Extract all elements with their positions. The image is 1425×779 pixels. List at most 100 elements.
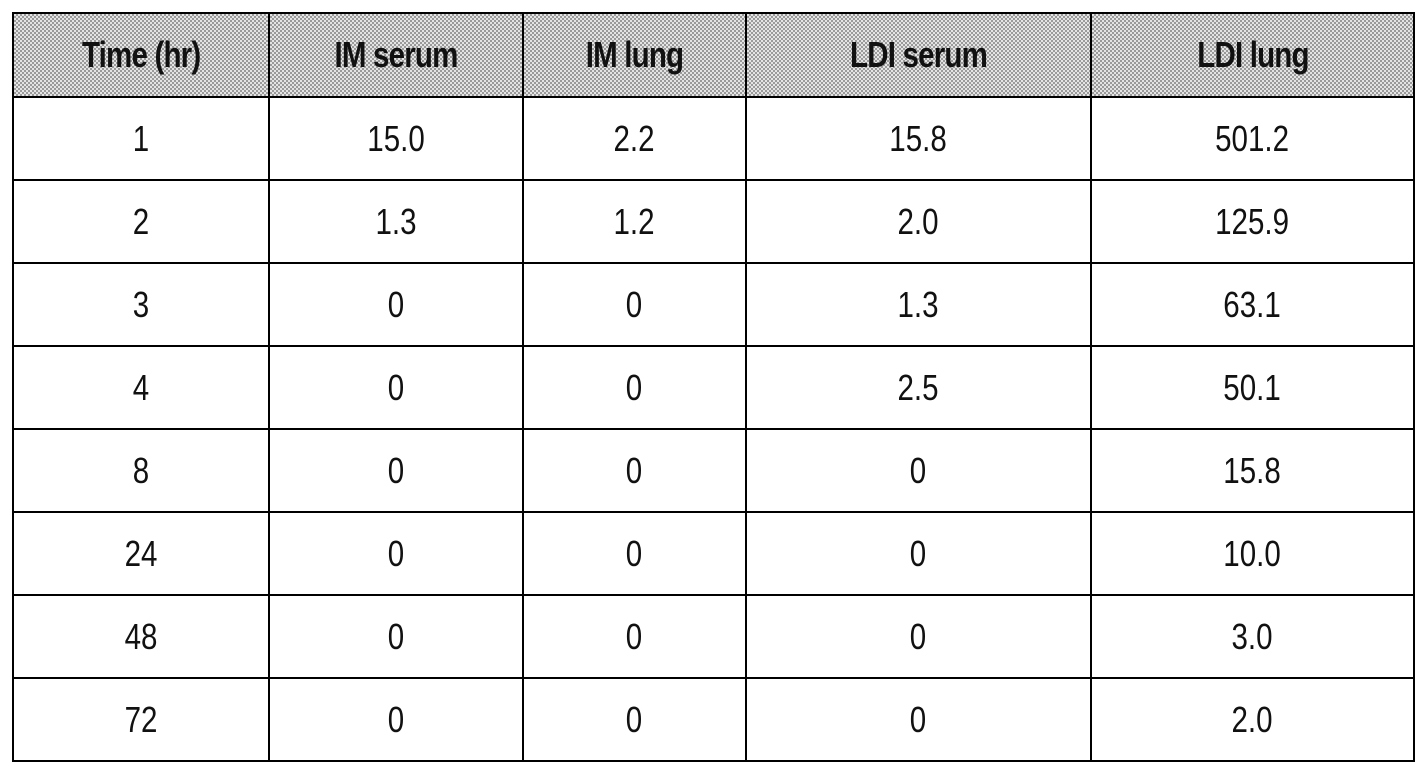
table-cell: 0 [269, 346, 523, 429]
table-cell-text: 2.2 [614, 118, 655, 160]
table-cell-text: 63.1 [1224, 284, 1281, 326]
table-row: 48 0 0 0 3.0 [13, 595, 1414, 678]
table-cell-text: 0 [388, 533, 404, 575]
table-cell: 72 [13, 678, 269, 761]
table-cell: 2.5 [746, 346, 1091, 429]
table-cell: 0 [746, 512, 1091, 595]
table-cell-text: 0 [626, 699, 642, 741]
header-cell-text: Time (hr) [82, 34, 200, 76]
header-cell-text: LDI serum [850, 34, 987, 76]
data-table: Time (hr) IM serum IM lung LDI serum LDI lun… [12, 12, 1415, 762]
table-cell: 0 [269, 595, 523, 678]
table-cell-text: 2 [133, 201, 149, 243]
table-cell-text: 72 [125, 699, 158, 741]
table-cell: 0 [269, 678, 523, 761]
table-cell-text: 0 [388, 699, 404, 741]
table-cell-text: 0 [910, 616, 926, 658]
header-cell-text: LDI lung [1197, 34, 1308, 76]
table-cell-text: 2.0 [1232, 699, 1273, 741]
table-cell-text: 15.0 [367, 118, 424, 160]
table-cell-text: 1 [133, 118, 149, 160]
header-row: Time (hr) IM serum IM lung LDI serum LDI lun… [13, 13, 1414, 97]
table-cell: 3.0 [1091, 595, 1414, 678]
table-row: 8 0 0 0 15.8 [13, 429, 1414, 512]
table-cell-text: 1.2 [614, 201, 655, 243]
header-cell: LDI lung [1091, 13, 1414, 97]
table-cell-text: 1.3 [898, 284, 939, 326]
table-cell-text: 501.2 [1216, 118, 1290, 160]
table-cell: 2 [13, 180, 269, 263]
table-cell: 1 [13, 97, 269, 180]
table-row: 24 0 0 0 10.0 [13, 512, 1414, 595]
table-cell-text: 48 [125, 616, 158, 658]
table-cell: 0 [523, 678, 746, 761]
table-cell: 15.8 [746, 97, 1091, 180]
table-cell: 0 [523, 429, 746, 512]
table-row: 72 0 0 0 2.0 [13, 678, 1414, 761]
table-cell-text: 0 [626, 284, 642, 326]
table-cell-text: 0 [626, 450, 642, 492]
table-cell: 50.1 [1091, 346, 1414, 429]
table-cell-text: 15.8 [1224, 450, 1281, 492]
table-cell-text: 50.1 [1224, 367, 1281, 409]
table-cell: 4 [13, 346, 269, 429]
table-cell: 0 [523, 595, 746, 678]
table-cell: 125.9 [1091, 180, 1414, 263]
table-cell: 10.0 [1091, 512, 1414, 595]
table-cell: 1.2 [523, 180, 746, 263]
table-cell: 0 [269, 512, 523, 595]
table-cell: 2.0 [1091, 678, 1414, 761]
table-cell-text: 15.8 [890, 118, 947, 160]
header-cell: IM serum [269, 13, 523, 97]
table-cell: 63.1 [1091, 263, 1414, 346]
table-cell: 15.0 [269, 97, 523, 180]
table-cell: 15.8 [1091, 429, 1414, 512]
table-cell: 24 [13, 512, 269, 595]
table-cell-text: 0 [626, 533, 642, 575]
table-cell: 0 [523, 263, 746, 346]
table-row: 1 15.0 2.2 15.8 501.2 [13, 97, 1414, 180]
table-cell: 3 [13, 263, 269, 346]
table-row: 4 0 0 2.5 50.1 [13, 346, 1414, 429]
table-cell: 1.3 [269, 180, 523, 263]
table-cell-text: 8 [133, 450, 149, 492]
table-row: 2 1.3 1.2 2.0 125.9 [13, 180, 1414, 263]
table-cell: 0 [269, 429, 523, 512]
table-cell: 2.2 [523, 97, 746, 180]
table-row: 3 0 0 1.3 63.1 [13, 263, 1414, 346]
table-body: 1 15.0 2.2 15.8 501.2 2 1.3 1.2 2.0 125.9 3 0 0 1.3 63… [13, 97, 1414, 761]
table-cell: 1.3 [746, 263, 1091, 346]
table-cell-text: 3 [133, 284, 149, 326]
table-cell: 0 [746, 595, 1091, 678]
header-cell: Time (hr) [13, 13, 269, 97]
table-cell-text: 0 [910, 533, 926, 575]
table-cell: 0 [523, 346, 746, 429]
table-cell: 501.2 [1091, 97, 1414, 180]
table-cell-text: 0 [388, 450, 404, 492]
table-cell: 48 [13, 595, 269, 678]
table-cell-text: 4 [133, 367, 149, 409]
table-cell-text: 0 [910, 450, 926, 492]
table-cell-text: 125.9 [1216, 201, 1290, 243]
header-cell-text: IM serum [334, 34, 457, 76]
table-cell: 0 [746, 429, 1091, 512]
table-cell-text: 10.0 [1224, 533, 1281, 575]
table-cell-text: 0 [388, 367, 404, 409]
table-cell-text: 24 [125, 533, 158, 575]
table-cell: 2.0 [746, 180, 1091, 263]
table-cell-text: 3.0 [1232, 616, 1273, 658]
header-cell: LDI serum [746, 13, 1091, 97]
table-cell-text: 0 [626, 367, 642, 409]
table-cell-text: 0 [626, 616, 642, 658]
header-cell-text: IM lung [586, 34, 684, 76]
table-cell: 0 [269, 263, 523, 346]
page: {"table": { "header": ["Time (hr)", "IM … [0, 0, 1425, 779]
header-cell: IM lung [523, 13, 746, 97]
table-cell-text: 0 [388, 284, 404, 326]
table-cell-text: 0 [388, 616, 404, 658]
table-cell: 8 [13, 429, 269, 512]
table-cell: 0 [746, 678, 1091, 761]
table-cell-text: 2.0 [898, 201, 939, 243]
table-cell-text: 0 [910, 699, 926, 741]
table-cell: 0 [523, 512, 746, 595]
